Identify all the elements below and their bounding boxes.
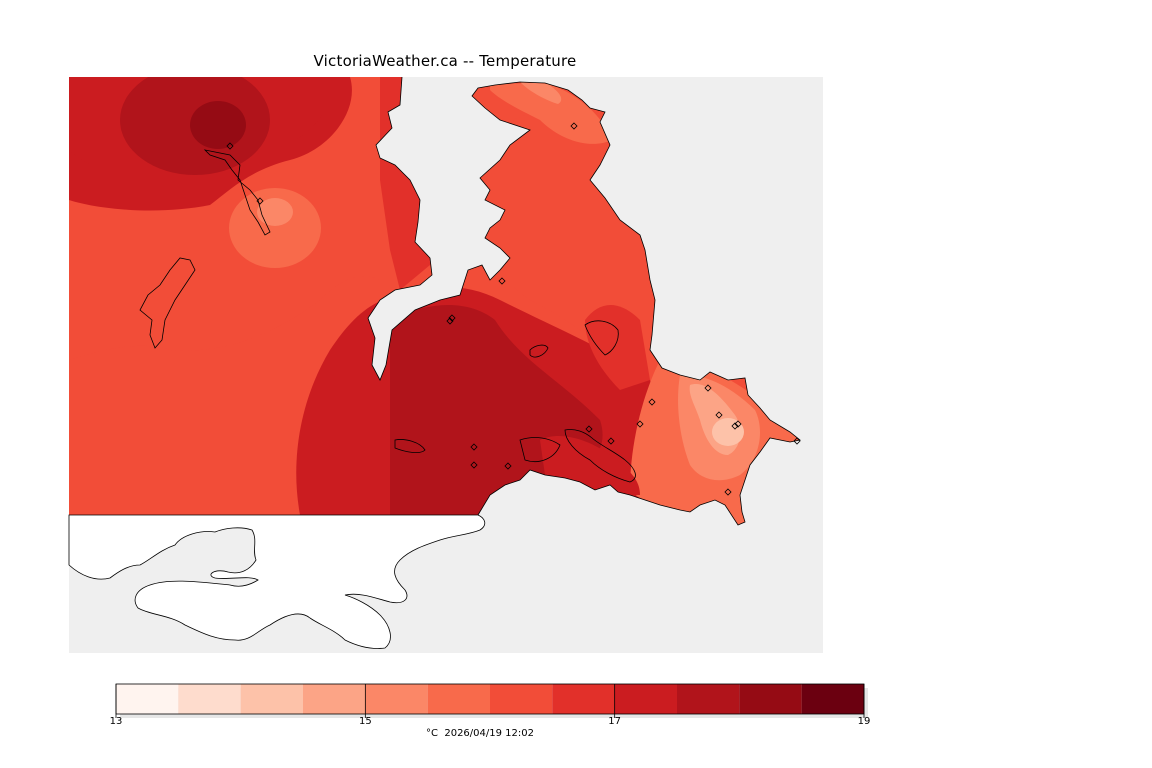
- units-timestamp-caption: °C 2026/04/19 12:02: [426, 728, 534, 739]
- legend-bin: [178, 684, 241, 714]
- legend-colorbar: [115, 683, 868, 718]
- station-marker: [585, 425, 593, 433]
- station-marker: [448, 314, 456, 322]
- legend-bin: [240, 684, 303, 714]
- legend-tick-label: 19: [857, 716, 871, 727]
- station-markers: [226, 122, 801, 496]
- station-marker: [724, 488, 732, 496]
- station-marker: [715, 411, 723, 419]
- station-marker: [226, 142, 234, 150]
- station-marker: [731, 422, 739, 430]
- legend-tick-label: 13: [109, 716, 123, 727]
- legend-bin: [427, 684, 490, 714]
- legend-tick-label: 15: [358, 716, 372, 727]
- legend-bin: [365, 684, 428, 714]
- legend-bin: [801, 684, 864, 714]
- station-marker: [607, 437, 615, 445]
- station-marker: [470, 461, 478, 469]
- station-marker: [570, 122, 578, 130]
- legend-bin: [739, 684, 802, 714]
- station-marker: [504, 462, 512, 470]
- station-marker: [704, 384, 712, 392]
- legend-bin: [614, 684, 677, 714]
- station-marker: [470, 443, 478, 451]
- coastlines: [139, 76, 801, 526]
- station-marker: [648, 398, 656, 406]
- station-marker: [734, 420, 742, 428]
- legend-bin: [677, 684, 740, 714]
- legend-bin: [490, 684, 553, 714]
- station-marker: [793, 437, 801, 445]
- legend-tick-label: 17: [608, 716, 622, 727]
- station-marker: [498, 277, 506, 285]
- legend-bin: [116, 684, 179, 714]
- station-marker: [636, 420, 644, 428]
- map-title: VictoriaWeather.ca -- Temperature: [313, 52, 577, 70]
- station-marker: [256, 197, 264, 205]
- southern-landmass: [68, 514, 486, 649]
- legend-bin: [552, 684, 615, 714]
- legend-bin: [303, 684, 366, 714]
- station-marker: [446, 317, 454, 325]
